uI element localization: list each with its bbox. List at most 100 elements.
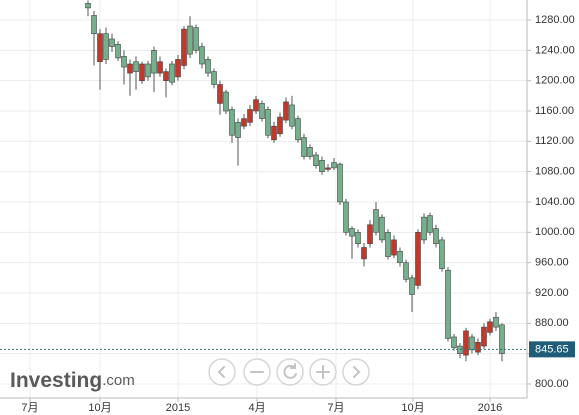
y-tick-label: 800.00	[535, 378, 569, 390]
candle-body	[241, 118, 247, 127]
scroll-right-button[interactable]	[342, 358, 370, 386]
candle-body	[295, 118, 301, 141]
reset-button[interactable]	[276, 358, 304, 386]
candle-body	[145, 63, 151, 78]
x-tick-label: 10月	[88, 402, 111, 414]
y-tick-label: 1160.00	[535, 105, 574, 117]
brand-suffix: .com	[102, 372, 135, 389]
y-tick-label: 1280.00	[535, 14, 575, 26]
candle-body	[439, 239, 445, 270]
candle-body	[103, 33, 109, 60]
candle-body	[235, 122, 241, 138]
candle-body	[349, 228, 355, 237]
y-tick-label: 1240.00	[535, 44, 575, 56]
candle-body	[373, 209, 379, 233]
candle-body	[343, 201, 349, 233]
candle-body	[385, 232, 391, 257]
candle-body	[169, 63, 175, 83]
candle-body	[91, 15, 97, 34]
candle-body	[355, 232, 361, 244]
y-tick-label: 1200.00	[535, 75, 575, 87]
candles	[85, 0, 505, 362]
candle-body	[421, 216, 427, 241]
candle-body	[487, 321, 493, 333]
candle-body	[283, 101, 289, 121]
candle-body	[157, 61, 163, 74]
last-price-label: 845.65	[535, 343, 569, 355]
candle-body	[415, 232, 421, 286]
y-tick-label: 1120.00	[535, 135, 574, 147]
candle-body	[229, 109, 235, 136]
candle-body	[499, 324, 505, 354]
candle-body	[199, 46, 205, 65]
candle-body	[301, 137, 307, 157]
y-tick-label: 1040.00	[535, 196, 575, 208]
candle-body	[97, 33, 103, 63]
candle-body	[211, 71, 217, 85]
y-tick-label: 1080.00	[535, 166, 575, 178]
candle-body	[361, 247, 367, 260]
candle-body	[433, 228, 439, 244]
candle-body	[259, 103, 265, 119]
x-tick-label: 7月	[327, 402, 344, 414]
candle-body	[409, 277, 415, 295]
candle-body	[337, 163, 343, 203]
candle-body	[319, 159, 325, 172]
y-tick-label: 920.00	[535, 287, 569, 299]
candle-body	[181, 28, 187, 66]
candle-body	[481, 326, 487, 347]
candle-body	[445, 269, 451, 339]
x-tick-label: 4月	[248, 402, 265, 414]
candle-body	[271, 125, 277, 141]
candle-body	[247, 109, 253, 123]
candle-body	[109, 38, 115, 47]
candle-body	[151, 50, 157, 74]
candle-body	[379, 216, 385, 241]
y-tick-label: 1000.00	[535, 226, 575, 238]
candle-body	[265, 109, 271, 136]
candle-body	[115, 43, 121, 59]
last-price-box	[529, 341, 575, 358]
x-tick-label: 7月	[21, 402, 38, 414]
candle-body	[253, 99, 259, 112]
zoom-out-button[interactable]	[243, 358, 271, 386]
x-tick-label: 2015	[166, 402, 190, 414]
candle-body	[475, 341, 481, 353]
candle-body	[121, 56, 127, 68]
candle-body	[175, 59, 181, 78]
candle-body	[205, 59, 211, 74]
candle-body	[139, 63, 145, 81]
candle-body	[463, 330, 469, 356]
brand-name: Investing.com	[10, 369, 135, 392]
candle-body	[493, 316, 499, 328]
candle-body	[307, 147, 313, 157]
candle-body	[85, 3, 91, 9]
candle-body	[451, 336, 457, 348]
candle-body	[163, 71, 169, 81]
candle-body	[391, 239, 397, 256]
scroll-left-button[interactable]	[208, 358, 236, 386]
brand-name-text: Investing	[10, 369, 102, 392]
y-tick-label: 960.00	[535, 257, 569, 269]
candle-body	[325, 167, 331, 170]
candle-body	[367, 224, 373, 244]
y-tick-label: 880.00	[535, 317, 569, 329]
candle-body	[469, 336, 475, 351]
candle-body	[427, 215, 433, 233]
zoom-in-button[interactable]	[309, 358, 337, 386]
candle-body	[397, 250, 403, 263]
candle-body	[127, 63, 133, 74]
candle-body	[331, 162, 337, 169]
candle-body	[289, 104, 295, 127]
nav-buttons	[208, 358, 370, 386]
candle-body	[193, 27, 199, 51]
candle-body	[403, 262, 409, 280]
x-tick-label: 10月	[401, 402, 424, 414]
candle-body	[217, 84, 223, 104]
watermark: Investing.com	[10, 369, 135, 392]
candle-body	[133, 61, 139, 72]
x-tick-label: 2016	[478, 402, 502, 414]
candle-body	[187, 25, 193, 55]
candle-body	[313, 154, 319, 166]
